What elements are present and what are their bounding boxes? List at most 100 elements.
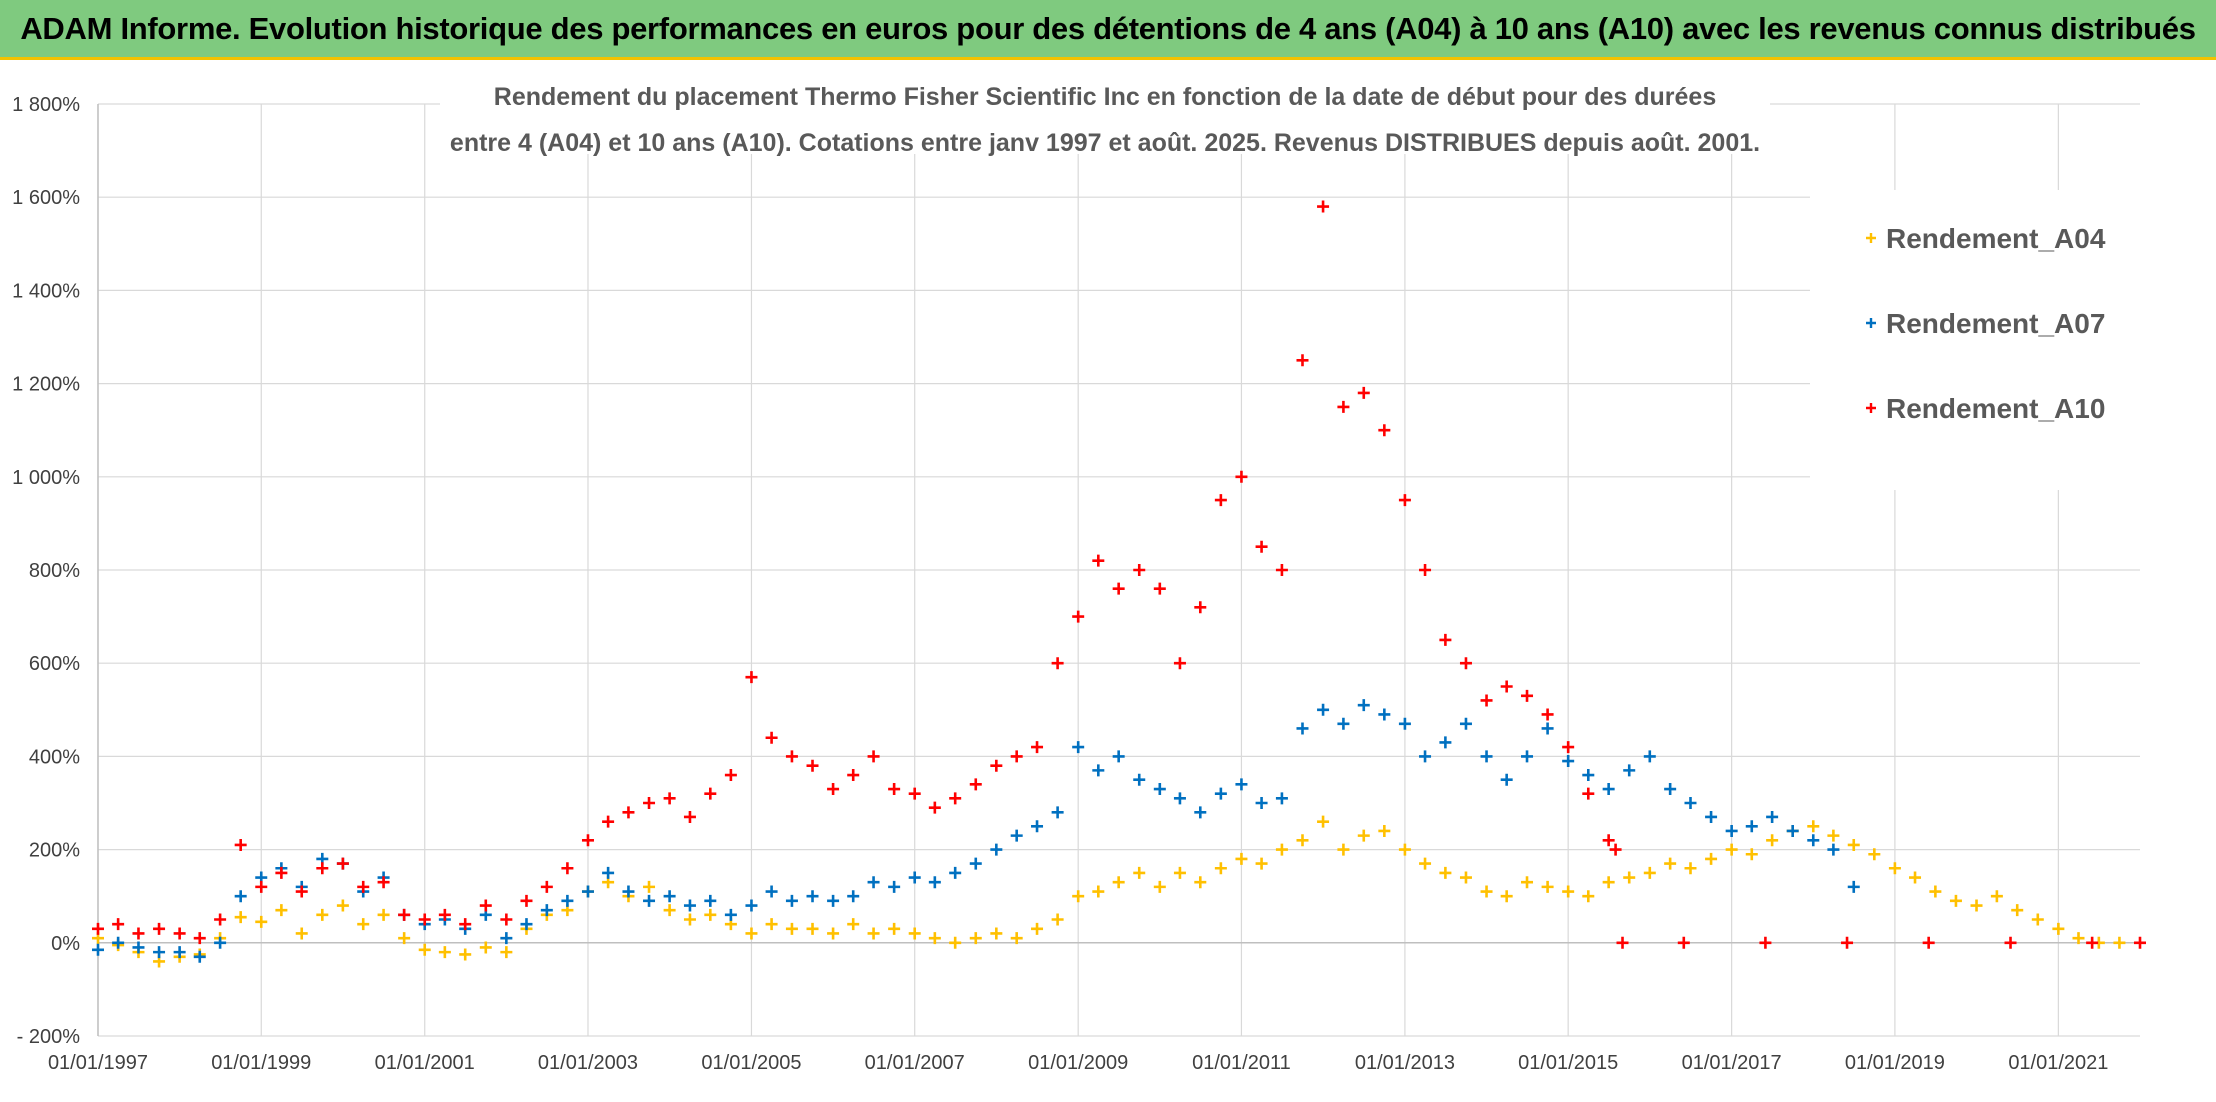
data-point-marker [663, 792, 676, 805]
data-point-marker [459, 948, 472, 961]
chart-title-line2: entre 4 (A04) et 10 ans (A10). Cotations… [450, 129, 1760, 157]
data-point-marker [1092, 764, 1105, 777]
x-tick-label: 01/01/2003 [538, 1052, 638, 1074]
data-point-marker [1398, 494, 1411, 507]
data-point-marker [561, 894, 574, 907]
data-point-marker [827, 783, 840, 796]
data-point-marker [704, 894, 717, 907]
data-point-marker [643, 894, 656, 907]
data-point-marker [234, 890, 247, 903]
data-point-marker [1643, 866, 1656, 879]
data-point-marker [520, 894, 533, 907]
y-tick-label: 600% [29, 653, 80, 675]
data-point-marker [1051, 657, 1064, 670]
data-point-marker [1602, 834, 1615, 847]
data-point-marker [377, 908, 390, 921]
data-point-marker [1616, 936, 1629, 949]
x-tick-label: 01/01/2019 [1845, 1052, 1945, 1074]
data-point-marker [1664, 857, 1677, 870]
data-point-marker [1745, 848, 1758, 861]
y-tick-label: 200% [29, 840, 80, 862]
data-point-marker [908, 787, 921, 800]
data-point-marker [1827, 843, 1840, 856]
data-point-marker [1072, 741, 1085, 754]
legend-label: Rendement_A07 [1886, 308, 2105, 339]
data-point-marker [990, 927, 1003, 940]
data-point-marker [990, 843, 1003, 856]
data-point-marker [1153, 582, 1166, 595]
x-tick-label: 01/01/1999 [211, 1052, 311, 1074]
data-point-marker [1337, 400, 1350, 413]
data-point-marker [1439, 633, 1452, 646]
data-point-marker [1296, 722, 1309, 735]
data-point-marker [724, 908, 737, 921]
data-point-marker [1929, 885, 1942, 898]
legend-label: Rendement_A04 [1886, 223, 2106, 254]
data-point-marker [295, 927, 308, 940]
data-point-marker [1072, 610, 1085, 623]
data-series [92, 200, 2146, 968]
data-point-marker [785, 894, 798, 907]
data-point-marker [1439, 866, 1452, 879]
data-point-marker [1398, 717, 1411, 730]
data-point-marker [1214, 862, 1227, 875]
header-banner: ADAM Informe. Evolution historique des p… [0, 0, 2216, 60]
data-point-marker [1010, 750, 1023, 763]
data-point-marker [112, 936, 125, 949]
data-point-marker [1541, 722, 1554, 735]
series-rendement-a07 [92, 699, 1860, 963]
data-point-marker [581, 885, 594, 898]
data-point-marker [1500, 890, 1513, 903]
data-point-marker [92, 943, 104, 956]
data-point-marker [1623, 764, 1636, 777]
data-point-marker [969, 932, 982, 945]
data-point-marker [1010, 932, 1023, 945]
data-point-marker [704, 787, 717, 800]
data-point-marker [867, 750, 880, 763]
data-point-marker [316, 862, 329, 875]
y-tick-label: - 200% [17, 1026, 81, 1048]
data-point-marker [132, 927, 145, 940]
data-point-marker [193, 950, 206, 963]
data-point-marker [1459, 717, 1472, 730]
data-point-marker [1500, 680, 1513, 693]
data-point-marker [1296, 354, 1309, 367]
data-point-marker [643, 797, 656, 809]
y-tick-label: 400% [29, 746, 80, 768]
data-point-marker [2134, 936, 2146, 949]
data-point-marker [1705, 810, 1718, 823]
data-point-marker [745, 899, 758, 912]
data-point-marker [1888, 862, 1901, 875]
data-point-marker [357, 880, 370, 893]
chart: - 200% 0% 200% 400% 600% 800% 1 000% 1 200% 1 40… [0, 60, 2216, 1102]
data-point-marker [765, 918, 778, 931]
data-point-marker [1378, 708, 1391, 721]
data-point-marker [1092, 885, 1105, 898]
data-point-marker [1337, 717, 1350, 730]
data-point-marker [581, 834, 594, 847]
data-point-marker [214, 936, 227, 949]
data-point-marker [1827, 829, 1840, 842]
data-point-marker [1582, 890, 1595, 903]
data-point-marker [1153, 783, 1166, 796]
x-tick-label: 01/01/1997 [48, 1052, 148, 1074]
data-point-marker [1133, 866, 1146, 879]
series-rendement-a10 [92, 200, 2146, 949]
legend-label: Rendement_A10 [1886, 393, 2105, 424]
data-point-marker [1173, 866, 1186, 879]
data-point-marker [1909, 871, 1922, 884]
data-point-marker [153, 946, 166, 959]
data-point-marker [724, 769, 737, 782]
data-point-marker [1664, 783, 1677, 796]
data-point-marker [1684, 797, 1697, 809]
data-point-marker [295, 885, 308, 898]
data-point-marker [1255, 797, 1268, 809]
data-point-marker [377, 876, 390, 889]
data-point-marker [92, 922, 104, 935]
data-point-marker [418, 943, 431, 956]
data-point-marker [2113, 936, 2126, 949]
data-point-marker [1031, 741, 1044, 754]
data-point-marker [1602, 783, 1615, 796]
data-point-marker [683, 810, 696, 823]
data-point-marker [1970, 899, 1983, 912]
